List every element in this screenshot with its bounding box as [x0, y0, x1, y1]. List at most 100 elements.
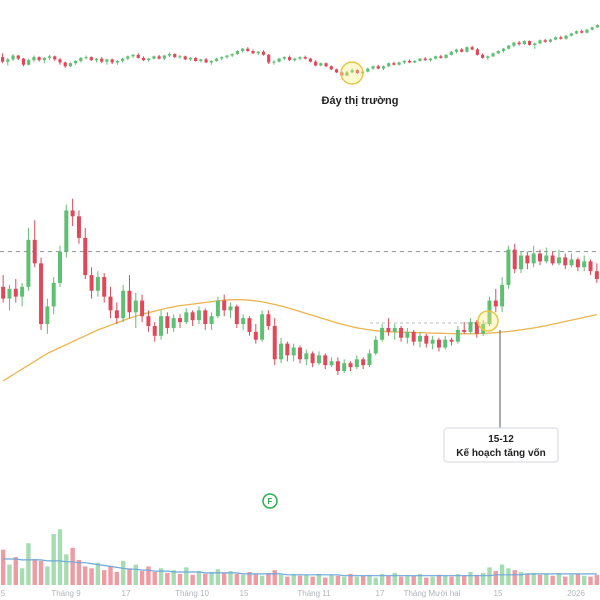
volume-bar	[342, 576, 347, 585]
candle-body	[108, 296, 113, 311]
volume-bar	[278, 574, 284, 585]
volume-bar	[556, 572, 562, 585]
overview-candle-body	[277, 58, 281, 62]
candle-body	[506, 249, 511, 285]
volume-bar	[518, 572, 524, 585]
main-candles	[1, 198, 599, 375]
overview-candle-body	[47, 56, 52, 58]
overview-candle-body	[63, 62, 67, 67]
overview-candle-body	[527, 41, 532, 45]
candle-body	[538, 253, 542, 262]
overview-candle-body	[115, 60, 119, 63]
overview-candle-body	[428, 58, 433, 61]
volume-bar	[323, 577, 328, 585]
candle-body	[272, 326, 277, 360]
candle-body	[121, 290, 126, 319]
overview-candles	[1, 24, 599, 77]
volume-bar	[379, 573, 385, 585]
overview-candle-body	[27, 60, 31, 65]
volume-bar	[525, 573, 530, 585]
volume-bar	[531, 572, 536, 585]
volume-bar	[480, 572, 486, 585]
candle-body	[348, 363, 353, 368]
volume-bar	[165, 572, 170, 585]
volume-bar	[575, 573, 581, 585]
candle-body	[399, 327, 404, 338]
candle-body	[569, 259, 574, 266]
candle-body	[32, 239, 37, 264]
overview-candle-body	[74, 60, 78, 64]
volume-bar	[76, 559, 82, 585]
overview-candle-body	[105, 59, 109, 62]
candle-body	[95, 277, 100, 291]
callout-date: 15-12	[488, 434, 514, 445]
candle-body	[70, 210, 75, 217]
x-tick-label: Tháng Mười hai	[404, 589, 461, 598]
overview-candle-body	[147, 58, 151, 61]
x-tick-label: 15	[494, 589, 503, 598]
volume-bar	[120, 560, 126, 585]
volume-bar	[83, 566, 88, 585]
overview-candle-body	[256, 51, 260, 54]
overview-candle-body	[564, 35, 568, 39]
volume-bar	[102, 570, 107, 585]
volume-bar	[411, 575, 416, 585]
capital-plan-callout: 15-12 Kế hoạch tăng vốn	[443, 427, 559, 463]
overview-candle-body	[199, 59, 203, 61]
x-tick-label: 17	[376, 589, 385, 598]
volume-bar	[430, 576, 435, 585]
callout-box	[443, 427, 559, 463]
overview-candle-body	[486, 56, 490, 58]
volume-bar	[436, 574, 442, 585]
volume-bar	[405, 574, 410, 585]
overview-candle-body	[376, 66, 380, 69]
candle-body	[20, 286, 25, 297]
overview-candle-body	[267, 54, 271, 63]
overview-candle-body	[272, 61, 276, 63]
overview-candle-body	[465, 47, 469, 52]
volume-bar	[19, 568, 25, 585]
candle-body	[556, 257, 561, 264]
candle-body	[594, 271, 599, 279]
overview-candle-body	[491, 53, 495, 57]
volume-bars	[0, 529, 600, 585]
volume-bar	[209, 572, 214, 585]
overview-candle-body	[595, 25, 599, 28]
financial-badge[interactable]: F	[262, 493, 278, 509]
volume-bar	[177, 573, 183, 585]
candle-body	[436, 339, 441, 348]
overview-candle-body	[449, 51, 453, 55]
overview-candle-body	[204, 59, 208, 63]
volume-bar	[474, 574, 480, 585]
candle-body	[531, 253, 536, 264]
candle-body	[241, 318, 246, 325]
candle-body	[525, 255, 530, 264]
overview-candle-body	[235, 51, 239, 55]
overview-candle-body	[538, 40, 542, 44]
overview-candle-body	[84, 57, 88, 59]
overview-candle-body	[241, 48, 245, 51]
candle-body	[582, 261, 587, 268]
callout-text: Kế hoạch tăng vốn	[456, 447, 545, 459]
volume-bar	[0, 549, 6, 585]
x-axis: 5 Tháng 9 17 Tháng 10 15 Tháng 11 17 Tháng Mười…	[1, 589, 586, 598]
candle-body	[51, 282, 56, 307]
volume-bar	[417, 573, 423, 585]
volume-average-line	[3, 558, 597, 577]
candle-body	[380, 327, 385, 340]
volume-bar	[7, 564, 12, 585]
volume-bar	[247, 572, 252, 585]
x-tick-label: 15	[240, 589, 249, 598]
candle-body	[58, 251, 62, 283]
overview-candle-body	[512, 42, 516, 46]
candle-body	[7, 288, 12, 299]
overview-candle-body	[548, 39, 553, 42]
candle-body	[468, 322, 473, 332]
candle-body	[329, 361, 334, 366]
overview-candle-body	[178, 56, 182, 58]
candle-body	[500, 284, 505, 307]
volume-bar	[386, 575, 391, 585]
candle-body	[45, 306, 50, 325]
volume-bar	[506, 568, 511, 585]
candle-body	[367, 353, 372, 366]
